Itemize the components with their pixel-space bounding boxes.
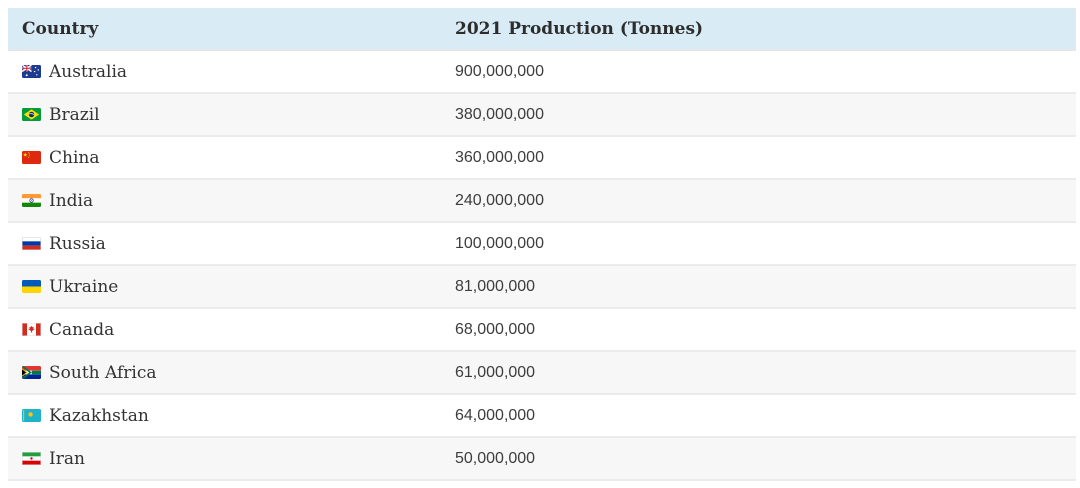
- country-name: Ukraine: [49, 276, 119, 297]
- country-cell: Ukraine: [8, 265, 455, 309]
- production-value: 360,000,000: [455, 136, 1076, 180]
- table-row: Kazakhstan 64,000,000: [8, 394, 1076, 438]
- flag-australia-icon: [22, 64, 41, 78]
- country-cell: Australia: [8, 50, 455, 94]
- table-row: Iran 50,000,000: [8, 437, 1076, 481]
- country-cell: Iran: [8, 437, 455, 481]
- production-value: 61,000,000: [455, 351, 1076, 395]
- country-name: Canada: [49, 319, 115, 340]
- country-name: South Africa: [49, 362, 157, 383]
- country-cell: Kazakhstan: [8, 394, 455, 438]
- production-value: 900,000,000: [455, 50, 1076, 94]
- production-value: 81,000,000: [455, 265, 1076, 309]
- country-name: Kazakhstan: [49, 405, 149, 426]
- table-row: Ukraine 81,000,000: [8, 265, 1076, 309]
- flag-canada-icon: [22, 322, 41, 336]
- country-name: India: [49, 190, 94, 211]
- header-row: Country 2021 Production (Tonnes): [8, 8, 1076, 51]
- table-row: China 360,000,000: [8, 136, 1076, 180]
- flag-south-africa-icon: [22, 365, 41, 379]
- country-cell: India: [8, 179, 455, 223]
- production-value: 380,000,000: [455, 93, 1076, 137]
- flag-china-icon: [22, 150, 41, 164]
- production-value: 50,000,000: [455, 437, 1076, 481]
- production-table: Country 2021 Production (Tonnes) Austral…: [8, 8, 1076, 481]
- column-header-country: Country: [8, 8, 455, 51]
- country-name: China: [49, 147, 100, 168]
- table-row: Russia 100,000,000: [8, 222, 1076, 266]
- country-name: Iran: [49, 448, 85, 469]
- flag-ukraine-icon: [22, 279, 41, 293]
- production-value: 100,000,000: [455, 222, 1076, 266]
- country-cell: South Africa: [8, 351, 455, 395]
- flag-brazil-icon: [22, 107, 41, 121]
- production-value: 64,000,000: [455, 394, 1076, 438]
- table-row: Australia 900,000,000: [8, 50, 1076, 94]
- production-value: 68,000,000: [455, 308, 1076, 352]
- column-header-production: 2021 Production (Tonnes): [455, 8, 1076, 51]
- country-cell: Russia: [8, 222, 455, 266]
- flag-india-icon: [22, 193, 41, 207]
- country-production-table: Country 2021 Production (Tonnes) Austral…: [8, 8, 1076, 481]
- table-row: Brazil 380,000,000: [8, 93, 1076, 137]
- production-value: 240,000,000: [455, 179, 1076, 223]
- flag-kazakhstan-icon: [22, 408, 41, 422]
- country-name: Brazil: [49, 104, 100, 125]
- flag-iran-icon: [22, 451, 41, 465]
- country-name: Australia: [49, 61, 128, 82]
- country-cell: Canada: [8, 308, 455, 352]
- table-body: Australia 900,000,000 Brazil 380,000,000 Chi…: [8, 50, 1076, 481]
- table-row: India 240,000,000: [8, 179, 1076, 223]
- table-row: Canada 68,000,000: [8, 308, 1076, 352]
- country-cell: China: [8, 136, 455, 180]
- table-row: South Africa 61,000,000: [8, 351, 1076, 395]
- table-header: Country 2021 Production (Tonnes): [8, 8, 1076, 51]
- country-name: Russia: [49, 233, 106, 254]
- flag-russia-icon: [22, 236, 41, 250]
- country-cell: Brazil: [8, 93, 455, 137]
